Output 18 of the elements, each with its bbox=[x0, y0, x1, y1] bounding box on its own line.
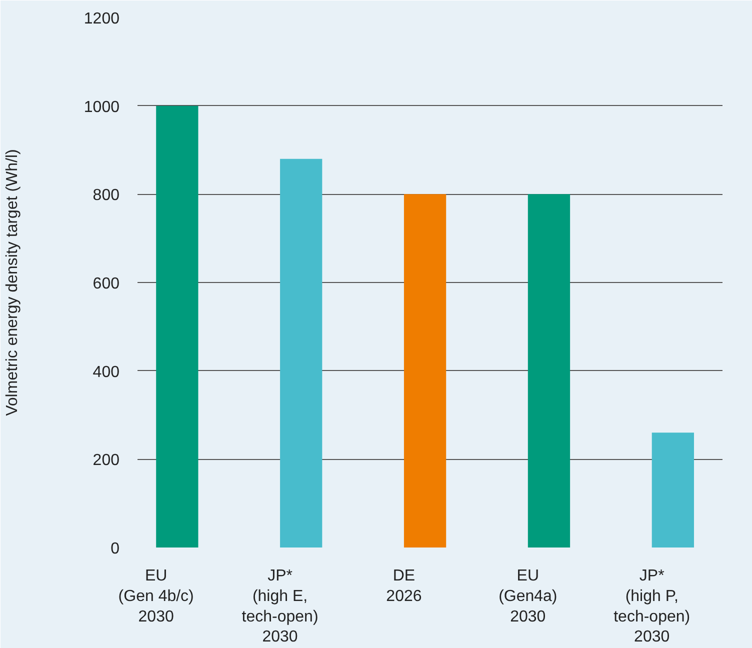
bar bbox=[156, 106, 198, 548]
y-tick-label: 400 bbox=[92, 364, 120, 381]
bar bbox=[280, 158, 322, 548]
y-tick-label: 600 bbox=[92, 276, 120, 292]
bar bbox=[404, 194, 446, 548]
y-tick-label: 0 bbox=[110, 540, 120, 558]
y-tick-label: 200 bbox=[92, 452, 120, 470]
y-tick-label: 1200 bbox=[84, 10, 120, 28]
y-tick-label: 1000 bbox=[84, 98, 120, 116]
x-tick-label: EU (Gen4a) 2030 bbox=[498, 568, 558, 626]
x-tick-label: JP* (high P, tech-open) 2030 bbox=[614, 568, 690, 646]
bar bbox=[528, 194, 570, 548]
x-tick-label: DE 2026 bbox=[386, 568, 422, 605]
x-tick-label: JP* (high E, tech-open) 2030 bbox=[242, 568, 318, 646]
y-axis-title: Volmetric energy density target (Wh/l) bbox=[4, 149, 21, 416]
y-tick-label: 800 bbox=[92, 187, 120, 204]
bar bbox=[652, 432, 694, 548]
x-tick-label: EU (Gen 4b/c) 2030 bbox=[118, 568, 194, 626]
